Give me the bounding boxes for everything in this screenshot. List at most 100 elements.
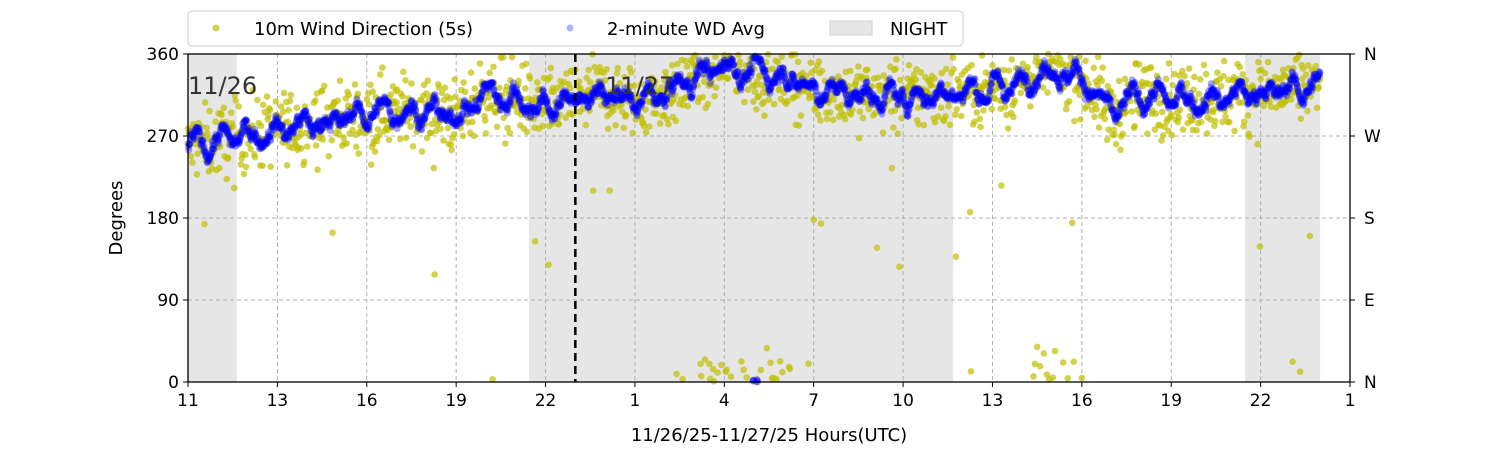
avg-point <box>971 75 979 83</box>
avg-point <box>225 132 233 140</box>
wd-point <box>642 106 649 113</box>
wd-point <box>1215 92 1223 100</box>
avg-point <box>200 144 208 152</box>
wd-point <box>367 161 375 168</box>
wd-point <box>408 80 415 87</box>
avg-point <box>206 152 214 160</box>
wd-point <box>903 92 911 100</box>
wd-point <box>998 182 1005 189</box>
avg-point <box>190 129 198 137</box>
wd-point <box>607 88 615 96</box>
wd-point <box>477 89 485 96</box>
wd-point <box>464 111 471 118</box>
wd-point <box>1133 98 1141 105</box>
wd-point <box>303 143 311 150</box>
wd-point <box>1170 102 1177 110</box>
avg-point <box>221 124 229 132</box>
wd-point <box>450 131 458 138</box>
wd-point <box>894 130 902 137</box>
avg-point <box>200 147 208 155</box>
wd-point <box>193 171 201 178</box>
wd-point <box>341 121 349 129</box>
wd-point <box>657 100 665 107</box>
x-tick-label: 7 <box>808 391 819 411</box>
wd-point <box>1257 75 1264 83</box>
wd-point <box>701 356 709 363</box>
wd-point <box>1152 110 1159 117</box>
wd-point <box>561 91 569 98</box>
wd-point <box>1220 57 1228 65</box>
avg-point <box>199 137 207 145</box>
wd-point <box>714 369 721 376</box>
avg-point <box>219 121 227 129</box>
wd-point <box>412 119 420 127</box>
wd-point <box>1135 61 1143 68</box>
wd-point <box>1008 56 1016 63</box>
wd-point <box>672 117 680 125</box>
wd-point <box>424 77 432 84</box>
wd-point <box>1312 62 1319 70</box>
wd-point <box>844 94 852 102</box>
wd-point <box>949 54 957 61</box>
wd-point <box>542 92 549 100</box>
wd-point <box>848 88 855 96</box>
avg-point <box>1107 96 1115 104</box>
wd-point <box>989 62 996 69</box>
wd-point <box>487 102 495 109</box>
wd-point <box>522 85 529 92</box>
wd-point <box>189 120 197 128</box>
wd-point <box>232 97 239 104</box>
wd-point <box>937 104 945 111</box>
wd-point <box>738 76 746 84</box>
wd-point <box>585 66 592 74</box>
avg-point <box>220 125 228 133</box>
wd-point <box>1295 102 1302 109</box>
wd-point <box>627 69 635 76</box>
avg-point <box>203 152 211 160</box>
avg-point <box>233 138 241 146</box>
wd-point <box>659 89 667 97</box>
wd-point <box>336 77 344 85</box>
wd-point <box>1260 102 1267 110</box>
wd-point <box>1033 343 1041 351</box>
wd-point <box>892 65 899 73</box>
wd-point <box>905 87 912 95</box>
wd-point <box>971 118 978 125</box>
wd-point <box>710 378 718 385</box>
wd-point <box>1252 101 1259 109</box>
wd-point <box>539 122 546 130</box>
wd-point <box>365 101 373 108</box>
avg-point <box>236 137 244 145</box>
wd-point <box>499 54 507 61</box>
wd-point <box>1273 92 1281 99</box>
avg-point <box>213 132 221 140</box>
wd-point <box>1199 96 1206 104</box>
wd-point <box>203 124 210 132</box>
wd-point <box>1068 59 1075 67</box>
wd-point <box>697 372 705 380</box>
wd-point <box>229 123 236 130</box>
wd-point <box>957 83 964 90</box>
wd-point <box>1002 81 1010 89</box>
wd-point <box>855 63 862 70</box>
avg-point <box>216 132 224 140</box>
avg-point <box>229 140 237 147</box>
wd-point <box>185 130 192 137</box>
wd-point <box>1024 63 1031 71</box>
y2-tick-label: E <box>1364 291 1375 311</box>
wd-point <box>287 91 295 99</box>
wd-point <box>1242 76 1249 84</box>
avg-point <box>232 142 240 150</box>
wd-point <box>400 68 407 76</box>
wd-point <box>610 107 617 114</box>
wd-point <box>1286 73 1293 81</box>
x-tick-label: 19 <box>1160 391 1182 411</box>
wd-point <box>756 73 764 80</box>
y-axis-label: Degrees <box>106 181 127 256</box>
wd-point <box>1241 82 1249 89</box>
wd-point <box>983 94 991 102</box>
wd-point <box>1049 374 1057 381</box>
wd-point <box>942 113 949 120</box>
wd-point <box>354 90 362 98</box>
wd-point <box>808 93 816 100</box>
